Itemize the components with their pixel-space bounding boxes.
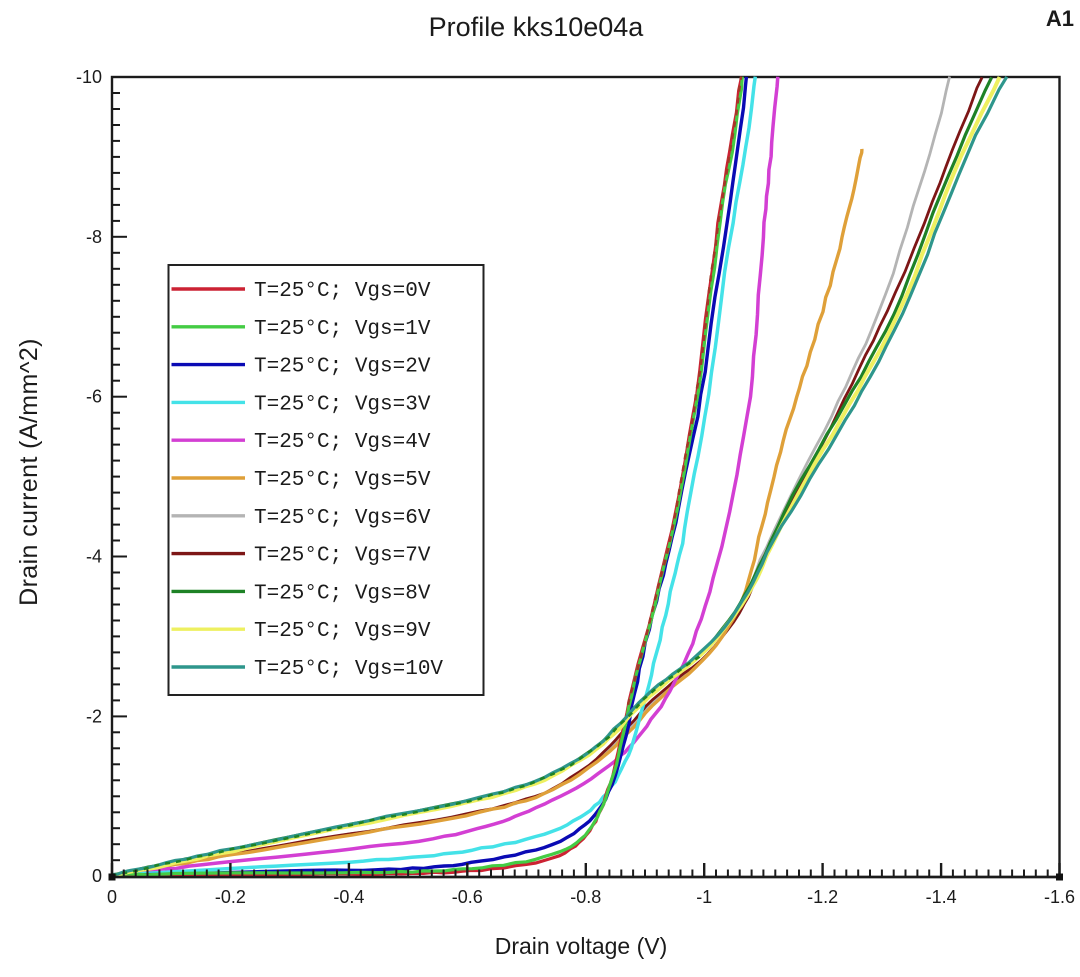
svg-text:T=25°C; Vgs=10V: T=25°C; Vgs=10V <box>254 658 443 681</box>
svg-text:T=25°C; Vgs=1V: T=25°C; Vgs=1V <box>254 318 431 341</box>
svg-text:T=25°C; Vgs=5V: T=25°C; Vgs=5V <box>254 469 431 492</box>
svg-text:-0.8: -0.8 <box>570 887 601 907</box>
svg-text:-1.4: -1.4 <box>926 887 957 907</box>
svg-text:-2: -2 <box>86 706 102 726</box>
svg-text:-1.6: -1.6 <box>1044 887 1075 907</box>
svg-text:0: 0 <box>107 887 117 907</box>
svg-text:-10: -10 <box>76 67 102 87</box>
svg-text:-6: -6 <box>86 387 102 407</box>
svg-text:-0.2: -0.2 <box>215 887 246 907</box>
svg-text:T=25°C; Vgs=4V: T=25°C; Vgs=4V <box>254 431 431 454</box>
svg-text:-4: -4 <box>86 547 102 567</box>
svg-text:T=25°C; Vgs=3V: T=25°C; Vgs=3V <box>254 393 431 416</box>
svg-text:-1.2: -1.2 <box>807 887 838 907</box>
svg-text:-8: -8 <box>86 227 102 247</box>
svg-text:0: 0 <box>92 866 102 886</box>
svg-text:Drain voltage (V): Drain voltage (V) <box>495 933 668 959</box>
svg-text:T=25°C; Vgs=0V: T=25°C; Vgs=0V <box>254 280 431 303</box>
svg-text:A1: A1 <box>1046 6 1074 31</box>
svg-text:-0.6: -0.6 <box>452 887 483 907</box>
svg-text:-0.4: -0.4 <box>333 887 364 907</box>
svg-text:Profile kks10e04a: Profile kks10e04a <box>429 12 645 42</box>
svg-text:T=25°C; Vgs=2V: T=25°C; Vgs=2V <box>254 356 431 379</box>
svg-text:Drain current (A/mm^2): Drain current (A/mm^2) <box>15 338 43 606</box>
svg-text:T=25°C; Vgs=7V: T=25°C; Vgs=7V <box>254 545 431 568</box>
svg-text:T=25°C; Vgs=6V: T=25°C; Vgs=6V <box>254 507 431 530</box>
svg-text:T=25°C; Vgs=8V: T=25°C; Vgs=8V <box>254 582 431 605</box>
svg-text:-1: -1 <box>696 887 712 907</box>
svg-text:T=25°C; Vgs=9V: T=25°C; Vgs=9V <box>254 620 431 643</box>
